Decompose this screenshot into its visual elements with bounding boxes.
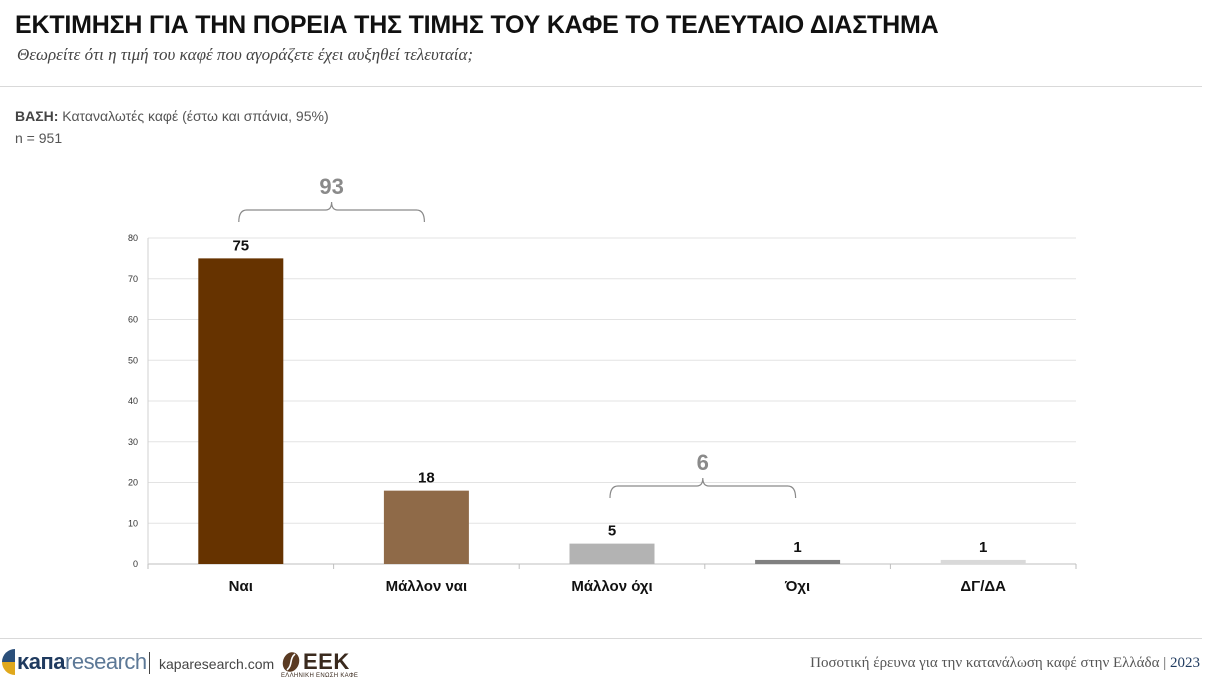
kapa-logo-text: κапаresearch <box>17 649 147 674</box>
sample-size: n = 951 <box>15 130 63 146</box>
footer-note: Ποσοτική έρευνα για την κατανάλωση καφέ … <box>810 655 1200 672</box>
category-label: Ναι <box>229 578 253 595</box>
data-label: 1 <box>793 539 801 556</box>
kapa-research-logo: κапаresearch <box>2 649 147 675</box>
footer-divider <box>0 638 1202 639</box>
footer-note-text: Ποσοτική έρευνα για την κατανάλωση καφέ … <box>810 655 1160 671</box>
group-bracket <box>609 477 797 499</box>
bar <box>383 490 469 564</box>
eek-logo-text: ΕΕΚ <box>303 649 350 674</box>
page-title: ΕΚΤΙΜΗΣΗ ΓΙΑ ΤΗΝ ΠΟΡΕΙΑ ΤΗΣ ΤΙΜΗΣ ΤΟΥ ΚΑ… <box>15 11 939 39</box>
y-tick-label: 0 <box>133 559 138 569</box>
eek-logo-subtext: ΕΛΛΗΝΙΚΗ ΕΝΩΣΗ ΚΑΦΕ <box>281 673 359 679</box>
kapa-logo-icon <box>2 649 15 675</box>
bar <box>940 559 1026 564</box>
data-label: 18 <box>418 470 435 487</box>
site-link[interactable]: kaparesearch.com <box>159 656 275 672</box>
group-total-label: 6 <box>697 450 709 475</box>
footer-year: 2023 <box>1170 655 1200 671</box>
y-tick-label: 60 <box>128 315 138 325</box>
y-tick-label: 40 <box>128 396 138 406</box>
footer-separator <box>149 652 150 674</box>
category-label: Μάλλον ναι <box>386 578 468 595</box>
bar <box>198 258 284 564</box>
y-tick-label: 80 <box>128 233 138 243</box>
footer-note-separator: | <box>1163 655 1167 671</box>
y-tick-label: 20 <box>128 478 138 488</box>
header-divider <box>0 86 1202 87</box>
category-label: ΔΓ/ΔΑ <box>960 578 1006 595</box>
base-label: ΒΑΣΗ: <box>15 108 59 124</box>
y-tick-label: 70 <box>128 274 138 284</box>
base-text: Καταναλωτές καφέ (έστω και σπάνια, 95%) <box>62 108 329 124</box>
coffee-bean-icon <box>282 652 300 672</box>
eek-logo: ΕΕΚ ΕΛΛΗΝΙΚΗ ΕΝΩΣΗ ΚΑΦΕ <box>281 649 358 681</box>
category-label: Όχι <box>784 578 810 595</box>
bar <box>569 543 655 564</box>
data-label: 75 <box>232 237 249 254</box>
data-label: 1 <box>979 539 987 556</box>
category-label: Μάλλον όχι <box>571 578 652 595</box>
y-tick-label: 10 <box>128 518 138 528</box>
y-tick-label: 30 <box>128 437 138 447</box>
bar <box>755 559 841 564</box>
group-bracket <box>238 201 425 223</box>
data-label: 5 <box>608 523 616 540</box>
group-total-label: 93 <box>319 174 343 199</box>
base-info: ΒΑΣΗ: Καταναλωτές καφέ (έστω και σπάνια,… <box>15 108 329 124</box>
y-tick-label: 50 <box>128 355 138 365</box>
page-subtitle: Θεωρείτε ότι η τιμή του καφέ που αγοράζε… <box>17 45 474 64</box>
